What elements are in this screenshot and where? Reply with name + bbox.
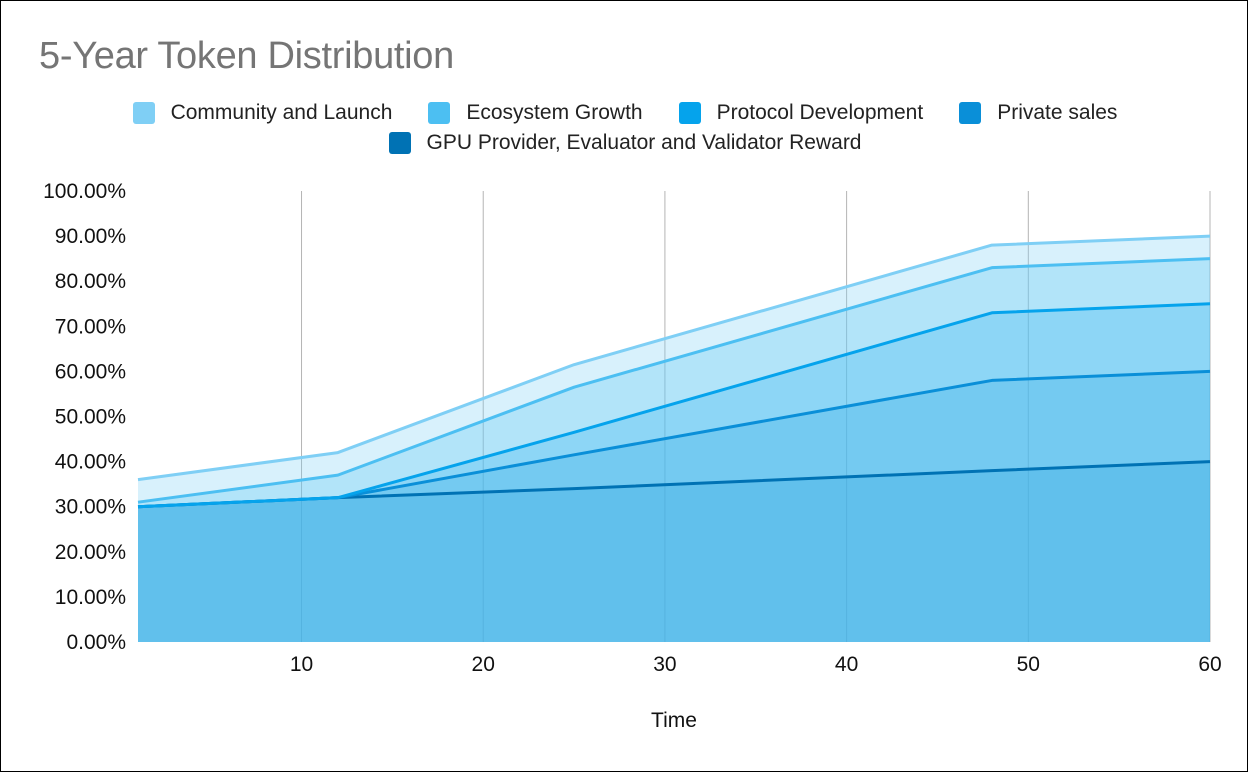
chart-title: 5-Year Token Distribution bbox=[39, 35, 454, 77]
legend-swatch-private-sales bbox=[959, 102, 982, 124]
legend-item-community-and-launch: Community and Launch bbox=[132, 101, 393, 125]
y-tick-label: 80.00% bbox=[55, 270, 126, 293]
y-tick-label: 30.00% bbox=[55, 496, 126, 519]
legend-label-ecosystem-growth: Ecosystem Growth bbox=[466, 101, 643, 124]
x-tick-label: 60 bbox=[1198, 653, 1221, 676]
legend-label-protocol-development: Protocol Development bbox=[716, 101, 924, 124]
line-ecosystem-growth bbox=[137, 257, 1211, 504]
y-tick-label: 0.00% bbox=[66, 631, 126, 654]
legend-label-gpu-provider-reward: GPU Provider, Evaluator and Validator Re… bbox=[426, 131, 862, 154]
legend-row-2: GPU Provider, Evaluator and Validator Re… bbox=[1, 131, 1248, 155]
y-tick-label: 40.00% bbox=[55, 451, 126, 474]
y-tick-label: 50.00% bbox=[55, 406, 126, 429]
legend-swatch-community-and-launch bbox=[132, 102, 155, 124]
area-community-and-launch bbox=[138, 236, 1210, 642]
legend-swatch-ecosystem-growth bbox=[428, 102, 451, 124]
x-tick-label: 30 bbox=[653, 653, 676, 676]
legend-swatch-gpu-provider-reward bbox=[388, 132, 411, 154]
y-tick-label: 60.00% bbox=[55, 360, 126, 383]
y-tick-label: 100.00% bbox=[43, 180, 126, 203]
legend-row-1: Community and Launch Ecosystem Growth Pr… bbox=[1, 101, 1248, 125]
legend-swatch-protocol-development bbox=[678, 102, 701, 124]
legend-item-gpu-provider-reward: GPU Provider, Evaluator and Validator Re… bbox=[388, 131, 862, 155]
y-tick-label: 10.00% bbox=[55, 586, 126, 609]
legend-item-protocol-development: Protocol Development bbox=[678, 101, 924, 125]
y-tick-label: 20.00% bbox=[55, 541, 126, 564]
legend-label-private-sales: Private sales bbox=[997, 101, 1118, 124]
legend-item-private-sales: Private sales bbox=[959, 101, 1117, 125]
legend-label-community-and-launch: Community and Launch bbox=[170, 101, 393, 124]
y-tick-label: 70.00% bbox=[55, 315, 126, 338]
x-tick-label: 40 bbox=[835, 653, 858, 676]
area-private-sales bbox=[138, 371, 1210, 642]
area-gpu-provider-evaluator-and-validator-reward bbox=[138, 461, 1210, 642]
area-ecosystem-growth bbox=[138, 258, 1210, 642]
x-axis-title: Time bbox=[651, 709, 697, 732]
line-community-and-launch bbox=[137, 234, 1211, 482]
line-protocol-development bbox=[137, 302, 1211, 509]
x-tick-label: 20 bbox=[472, 653, 495, 676]
legend-item-ecosystem-growth: Ecosystem Growth bbox=[428, 101, 643, 125]
y-tick-label: 90.00% bbox=[55, 225, 126, 248]
x-tick-label: 10 bbox=[290, 653, 313, 676]
x-tick-label: 50 bbox=[1017, 653, 1040, 676]
